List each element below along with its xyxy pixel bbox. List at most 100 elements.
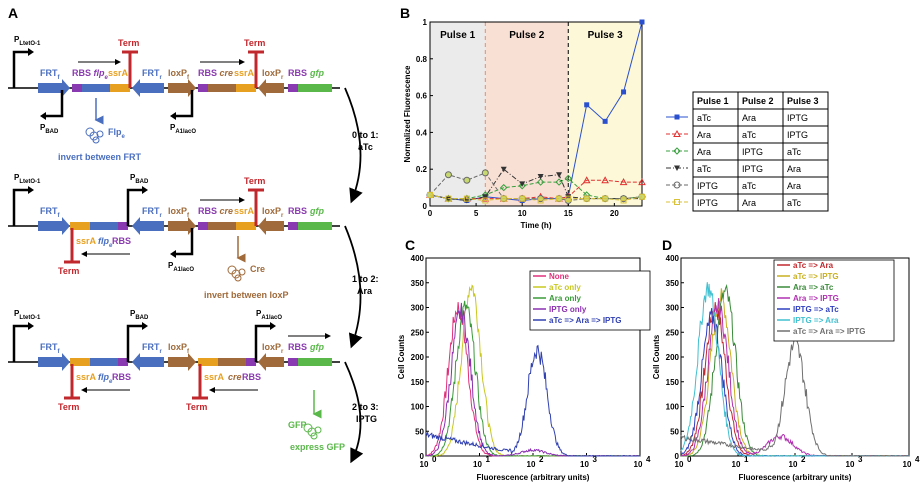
y-axis-label: Cell Counts (652, 334, 661, 379)
pulse-region (568, 22, 642, 206)
data-point (639, 193, 645, 200)
y-tick-label: 350 (411, 279, 425, 288)
table-cell: Ara (787, 181, 801, 191)
panel-a-label: A (8, 5, 18, 21)
x-tick-exponent: 4 (915, 455, 920, 464)
flp-label: flp (98, 372, 109, 382)
data-point (519, 181, 526, 187)
legend-label: aTc only (549, 283, 581, 292)
circuit-row-1: PLtetO-1 FRTf RBS flpe ssrA Term FRTr lo… (8, 35, 340, 162)
loxp-f-sub: f (187, 75, 190, 81)
loxp-f-icon (168, 217, 196, 235)
legend-label: Ara => aTc (793, 283, 834, 292)
frt-r-label: FRT (142, 206, 160, 216)
y-tick-label: 300 (411, 304, 425, 313)
histogram-trace (425, 344, 641, 457)
pbad-sub: BAD (135, 315, 149, 321)
x-tick-label: 10 (473, 460, 482, 469)
promoter-pa1laco-icon (174, 228, 194, 256)
table-cell: IPTG (697, 198, 718, 208)
data-point (500, 166, 507, 173)
x-tick-label: 10 (675, 460, 684, 469)
transition2-inducer: Ara (357, 286, 373, 296)
term1-label: Term (58, 402, 79, 412)
table-cell: aTc (697, 164, 712, 174)
promoter-pbad-icon (126, 188, 144, 226)
legend-label: aTc => Ara => IPTG (549, 316, 621, 325)
x-tick-exponent: 2 (801, 455, 806, 464)
frt-f-label: FRT (40, 68, 58, 78)
x-tick-label: 5 (474, 209, 479, 218)
x-tick-label: 10 (518, 209, 527, 218)
table-cell: aTc (742, 130, 757, 140)
legend-label: IPTG only (549, 305, 587, 314)
svg-text:FRTr: FRTr (142, 342, 163, 355)
svg-text:loxPr: loxPr (262, 206, 284, 219)
table-cell: IPTG (742, 164, 763, 174)
loxp-r-sub: r (281, 213, 284, 219)
data-point (481, 169, 489, 177)
pulse-label: Pulse 1 (440, 30, 475, 41)
y-tick-label: 100 (411, 403, 425, 412)
x-tick-label: 10 (580, 460, 589, 469)
svg-text:FRTf: FRTf (40, 206, 61, 219)
table-cell: IPTG (787, 130, 808, 140)
frt-r-icon (132, 217, 164, 235)
legend-marker (673, 147, 681, 155)
promoter-pa1laco-icon (174, 90, 194, 118)
svg-text:flpe: flpe (98, 236, 113, 249)
x-axis-label: Fluorescence (arbitrary units) (739, 473, 852, 482)
promoter-ltet-icon (12, 324, 30, 362)
legend-marker (673, 181, 681, 189)
data-point (583, 195, 590, 202)
promoter-sub: LtetO-1 (19, 179, 41, 185)
svg-text:PLtetO-1: PLtetO-1 (14, 309, 41, 321)
gfp-protein-icon (303, 423, 322, 440)
data-point (555, 178, 563, 186)
x-tick-label: 20 (610, 209, 619, 218)
x-tick-label: 10 (789, 460, 798, 469)
y-tick-label: 0 (423, 202, 428, 211)
ssra1-label: ssrA (108, 68, 129, 78)
svg-text:loxPr: loxPr (262, 68, 284, 81)
svg-text:flpe: flpe (98, 372, 113, 385)
legend-label: Ara => IPTG (793, 294, 839, 303)
loxp-f-sub: f (187, 213, 190, 219)
svg-text:loxPf: loxPf (168, 68, 190, 81)
panel-b-label: B (400, 5, 410, 21)
terminator-icon (248, 50, 264, 88)
svg-text:PBAD: PBAD (40, 123, 59, 135)
legend-box (529, 270, 651, 331)
pa1-label: P (168, 261, 174, 270)
table-cell: aTc (787, 147, 802, 157)
flp-sub: e (105, 75, 109, 81)
frt-f-icon (38, 217, 70, 235)
y-axis-label: Cell Counts (397, 334, 406, 379)
cre-label: cre (228, 372, 242, 382)
terminator-icon (122, 50, 138, 88)
data-point (519, 195, 526, 202)
pbad-label: P (130, 309, 136, 318)
legend-label: aTc => IPTG (793, 272, 839, 281)
term2-label: Term (244, 38, 265, 48)
pa1-label: P (256, 309, 262, 318)
y-tick-label: 350 (666, 279, 680, 288)
rbs-flp-label: RBS (112, 236, 131, 246)
frt-f-sub: f (58, 349, 61, 355)
table-cell: Ara (742, 198, 756, 208)
transition-arrow-3 (344, 361, 364, 464)
table-header: Pulse 2 (742, 96, 774, 106)
svg-text:PLtetO-1: PLtetO-1 (14, 173, 41, 185)
histogram-d: 100101102103104050100150200250300350400F… (652, 254, 920, 482)
y-tick-label: 50 (670, 427, 679, 436)
table-cell: Ara (697, 147, 711, 157)
loxp-f-icon (168, 79, 196, 97)
pulse-label: Pulse 3 (588, 30, 623, 41)
legend-marker (674, 165, 680, 171)
table-frame (692, 91, 829, 212)
x-tick-label: 10 (732, 460, 741, 469)
fluorescence-timecourse-chart: Pulse 1 Pulse 2 Pulse 3 0 5 10 15 20 0 0.2 0.4 0.6 0… (403, 18, 646, 230)
express-gfp-label: express GFP (290, 442, 345, 452)
data-point (582, 176, 591, 184)
terminator-icon (192, 364, 208, 400)
